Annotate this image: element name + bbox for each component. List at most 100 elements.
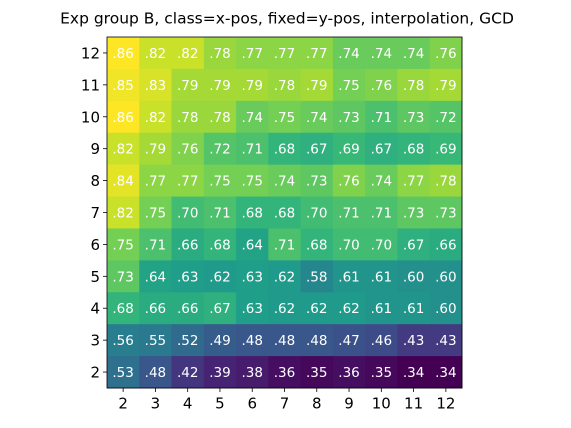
heatmap-cell (365, 292, 398, 325)
x-tick-label: 9 (344, 395, 354, 413)
heatmap-cell (429, 292, 463, 325)
cell-label: .39 (209, 365, 230, 381)
heatmap-cell (397, 292, 431, 325)
heatmap-cell (332, 164, 366, 198)
heatmap-cell (236, 132, 269, 166)
cell-label: .75 (241, 174, 262, 190)
heatmap-cell (203, 196, 237, 229)
cell-label: .55 (145, 333, 166, 349)
heatmap-cell (268, 100, 302, 134)
heatmap-cell (203, 228, 237, 261)
cell-label: .56 (112, 333, 133, 349)
heatmap-cell (429, 324, 463, 357)
heatmap-cell (107, 228, 140, 261)
heatmap-cell (203, 132, 237, 166)
cell-label: .48 (241, 333, 262, 349)
cell-label: .79 (209, 78, 230, 94)
heatmap-cell (107, 196, 140, 229)
heatmap-cell (236, 228, 269, 261)
cell-label: .46 (371, 333, 392, 349)
y-tick-label: 11 (81, 76, 100, 94)
cell-label: .49 (209, 333, 230, 349)
heatmap-cell (397, 196, 431, 229)
cell-label: .78 (403, 78, 424, 94)
heatmap-cell (236, 37, 269, 70)
cell-label: .68 (403, 142, 424, 158)
heatmap-cell (300, 228, 334, 261)
heatmap-cell (365, 196, 398, 229)
heatmap-cell (300, 292, 334, 325)
cell-label: .52 (177, 333, 198, 349)
cell-label: .62 (274, 301, 295, 317)
heatmap-cell (268, 292, 302, 325)
heatmap-cell (365, 68, 398, 102)
cell-label: .82 (145, 46, 166, 62)
cell-label: .77 (403, 174, 424, 190)
cell-label: .62 (274, 269, 295, 285)
heatmap-cell (203, 260, 237, 293)
cell-label: .63 (177, 269, 198, 285)
heatmap-cell (300, 260, 334, 293)
cell-label: .84 (112, 174, 133, 190)
cell-label: .78 (209, 110, 230, 126)
cell-label: .70 (177, 206, 198, 222)
heatmap-cell (203, 356, 237, 389)
heatmap-cell (236, 292, 269, 325)
heatmap-cell (300, 132, 334, 166)
heatmap-cell (332, 132, 366, 166)
heatmap-cell (139, 356, 173, 389)
heatmap-cell (171, 68, 205, 102)
cell-label: .66 (177, 237, 198, 253)
cell-label: .60 (403, 269, 424, 285)
heatmap-cell (171, 356, 205, 389)
cell-label: .75 (338, 78, 359, 94)
cell-label: .82 (112, 142, 133, 158)
y-tick-label: 3 (90, 332, 100, 350)
cell-label: .77 (177, 174, 198, 190)
cell-label: .74 (371, 174, 392, 190)
heatmap-cell (429, 164, 463, 198)
cell-label: .78 (274, 78, 295, 94)
heatmap-cell (171, 132, 205, 166)
heatmap-cell (332, 228, 366, 261)
heatmap-cell (171, 292, 205, 325)
cell-label: .79 (435, 78, 456, 94)
cell-label: .71 (209, 206, 230, 222)
heatmap-cell (332, 324, 366, 357)
cell-label: .60 (435, 301, 456, 317)
heatmap-cell (268, 356, 302, 389)
cell-label: .63 (241, 269, 262, 285)
heatmap-cell (365, 228, 398, 261)
cell-label: .71 (371, 206, 392, 222)
heatmap-cell (429, 356, 463, 389)
heatmap-cell (139, 196, 173, 229)
cell-label: .48 (306, 333, 327, 349)
x-tick-label: 11 (404, 395, 423, 413)
cell-label: .85 (112, 78, 133, 94)
cell-label: .63 (241, 301, 262, 317)
cell-label: .68 (112, 301, 133, 317)
heatmap-cell (332, 196, 366, 229)
cell-label: .62 (338, 301, 359, 317)
y-tick-label: 9 (90, 140, 100, 158)
heatmap-cell (139, 228, 173, 261)
heatmap-cell (139, 164, 173, 198)
heatmap-cell (236, 68, 269, 102)
chart-title: Exp group B, class=x-pos, fixed=y-pos, i… (60, 10, 514, 28)
y-tick-label: 5 (90, 268, 100, 286)
cell-label: .73 (306, 174, 327, 190)
heatmap-cell (397, 228, 431, 261)
cell-label: .76 (177, 142, 198, 158)
heatmap-cell (332, 37, 366, 70)
cell-label: .73 (403, 110, 424, 126)
heatmap-cell (203, 164, 237, 198)
cell-label: .76 (435, 46, 456, 62)
heatmap-cell (268, 68, 302, 102)
cell-label: .64 (145, 269, 166, 285)
cell-label: .34 (403, 365, 424, 381)
cell-label: .72 (209, 142, 230, 158)
heatmap-cell (300, 37, 334, 70)
cell-label: .35 (306, 365, 327, 381)
heatmap-cell (365, 324, 398, 357)
